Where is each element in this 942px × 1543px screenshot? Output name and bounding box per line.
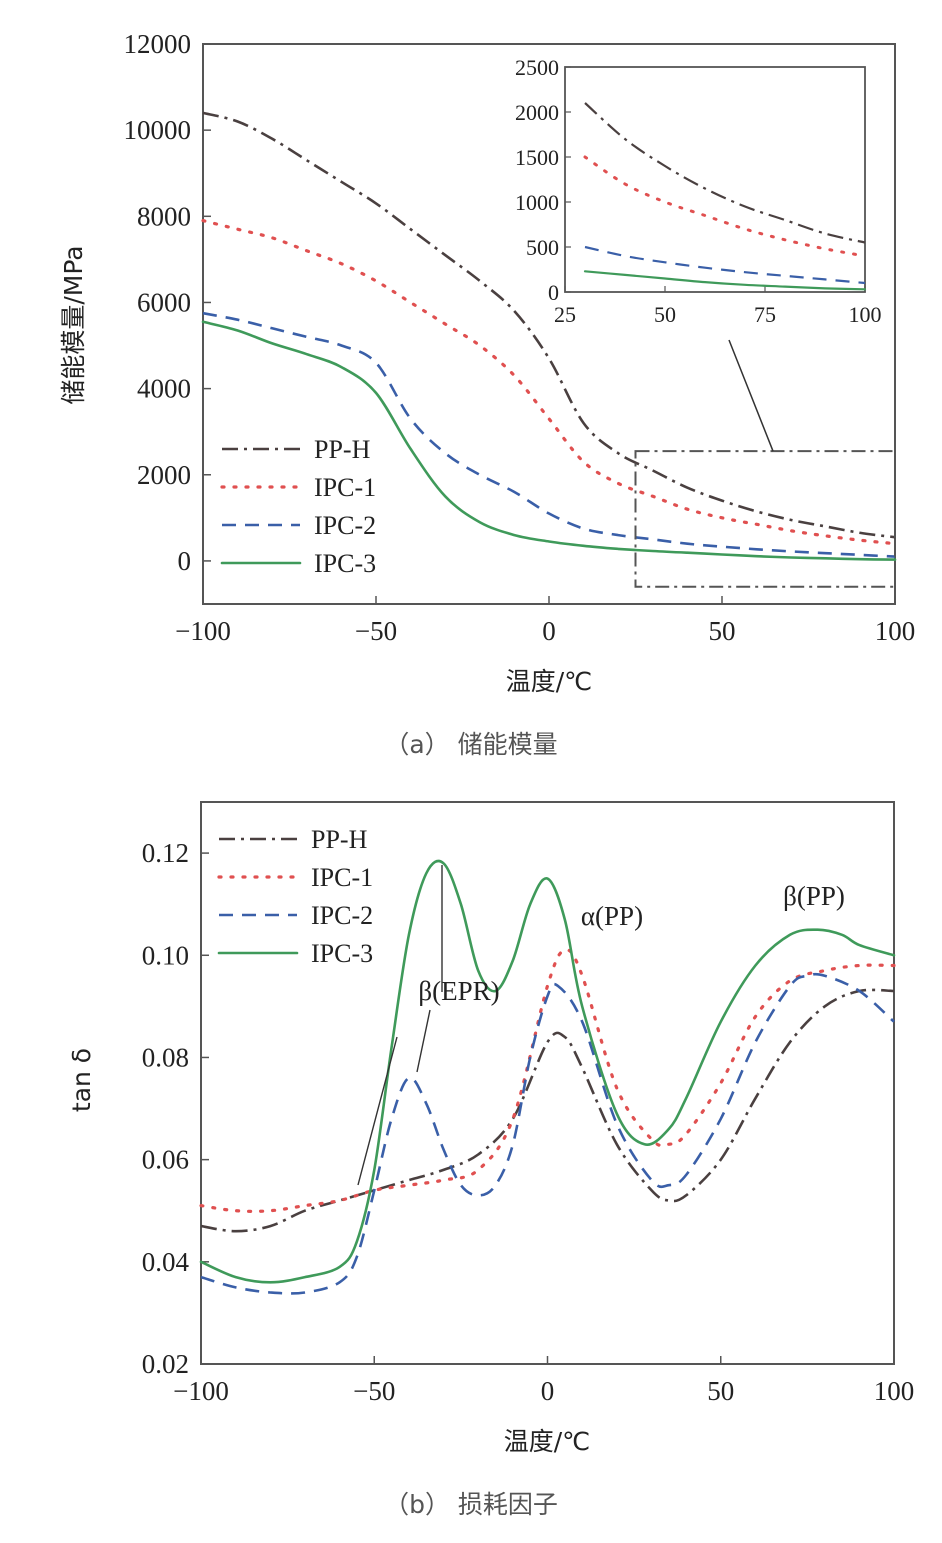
inset-x-tick-label: 75 [754, 302, 776, 327]
inset-series-line-pp-h [584, 102, 866, 244]
legend-label-pp-h: PP-H [311, 825, 368, 854]
legend-label-pp-h: PP-H [314, 435, 371, 464]
panel-b-series [199, 859, 896, 1295]
panel-a-zoom-box [634, 339, 896, 588]
panel-b-x-ticks: −100 −50 0 50 100 [173, 1356, 914, 1406]
y-tick-label: 8000 [137, 201, 191, 231]
panel-a-series [201, 111, 897, 561]
inset-y-tick-label: 2500 [515, 55, 559, 80]
panel-a-x-ticks: −100 −50 0 50 100 [175, 596, 915, 646]
legend-label-ipc-1: IPC-1 [314, 473, 376, 502]
panel-a-legend: PP-H IPC-1 IPC-2 IPC-3 [220, 435, 376, 578]
y-tick-label: 2000 [137, 460, 191, 490]
y-tick-label: 0.12 [142, 838, 189, 868]
y-tick-label: 0.04 [142, 1247, 190, 1277]
y-tick-label: 6000 [137, 287, 191, 317]
inset-y-tick-label: 0 [548, 280, 559, 305]
y-tick-label: 0.06 [142, 1145, 189, 1175]
panel-a-y-ticks: 0 2000 4000 6000 8000 10000 12000 [124, 29, 211, 576]
legend-label-ipc-3: IPC-3 [311, 939, 373, 968]
y-tick-label: 0.08 [142, 1042, 189, 1072]
inset-y-tick-label: 1500 [515, 145, 559, 170]
y-tick-label: 0 [178, 546, 192, 576]
series-line-ipc-3 [199, 859, 896, 1284]
x-tick-label: −50 [353, 1376, 395, 1406]
y-tick-label: 0.10 [142, 940, 189, 970]
x-tick-label: 50 [709, 616, 736, 646]
panel-b: −100 −50 0 50 100 0.02 0.04 0.06 0.08 0.10 0.12 β… [67, 801, 914, 1519]
legend-label-ipc-2: IPC-2 [314, 511, 376, 540]
zoom-rectangle [634, 450, 896, 588]
inset-series-line-ipc-3 [583, 270, 867, 291]
inset-x-tick-label: 50 [654, 302, 676, 327]
annotation-beta-pp: β(PP) [783, 881, 845, 911]
x-tick-label: 100 [874, 1376, 915, 1406]
legend-label-ipc-1: IPC-1 [311, 863, 373, 892]
series-line-pp-h [200, 988, 895, 1233]
panel-a: −100 −50 0 50 100 02000400060008000100001200… [59, 29, 915, 759]
series-line-pp-h [202, 111, 896, 539]
panel-b-xlabel: 温度/℃ [504, 1427, 591, 1456]
panel-b-ylabel: tan δ [67, 1048, 96, 1112]
x-tick-label: 0 [541, 1376, 555, 1406]
annotation-beta-epr: β(EPR) [418, 976, 499, 1006]
y-tick-label: 0.02 [142, 1349, 189, 1379]
inset-y-tick-label: 2000 [515, 100, 559, 125]
pointer-line-beta-epr-b [416, 1009, 431, 1073]
x-tick-label: 50 [707, 1376, 734, 1406]
y-tick-label: 12000 [124, 29, 192, 59]
x-tick-label: 0 [542, 616, 556, 646]
series-line-ipc-2 [202, 311, 896, 558]
panel-a-ylabel: 储能模量/MPa [59, 245, 88, 404]
inset-y-tick-label: 1000 [515, 190, 559, 215]
panel-a-caption: （a） 储能模量 [384, 730, 557, 759]
legend-label-ipc-3: IPC-3 [314, 549, 376, 578]
series-line-ipc-3 [201, 320, 897, 561]
series-line-ipc-1 [201, 219, 897, 546]
inset-series-line-ipc-2 [584, 245, 866, 285]
x-tick-label: −100 [173, 1376, 229, 1406]
inset-frame [564, 66, 866, 293]
panel-b-legend: PP-H IPC-1 IPC-2 IPC-3 [217, 825, 373, 968]
pointer-line-beta-epr-a [357, 1036, 398, 1186]
x-tick-label: 100 [875, 616, 916, 646]
annotation-alpha-pp: α(PP) [581, 901, 643, 931]
panel-b-caption: （b） 损耗因子 [384, 1490, 558, 1519]
zoom-connector [728, 339, 774, 452]
inset-x-tick-label: 100 [849, 302, 882, 327]
x-tick-label: −100 [175, 616, 231, 646]
panel-a-xlabel: 温度/℃ [506, 667, 593, 696]
series-line-ipc-2 [200, 972, 895, 1295]
inset-y-tick-label: 500 [526, 235, 559, 260]
inset-series-line-ipc-1 [583, 155, 867, 258]
panel-b-y-ticks: 0.02 0.04 0.06 0.08 0.10 0.12 [142, 838, 209, 1379]
y-tick-label: 4000 [137, 374, 191, 404]
inset-x-tick-label: 25 [554, 302, 576, 327]
x-tick-label: −50 [355, 616, 397, 646]
y-tick-label: 10000 [124, 115, 192, 145]
panel-b-annotations: β(EPR) α(PP) β(PP) [357, 865, 845, 1186]
series-line-ipc-1 [199, 948, 896, 1213]
legend-label-ipc-2: IPC-2 [311, 901, 373, 930]
